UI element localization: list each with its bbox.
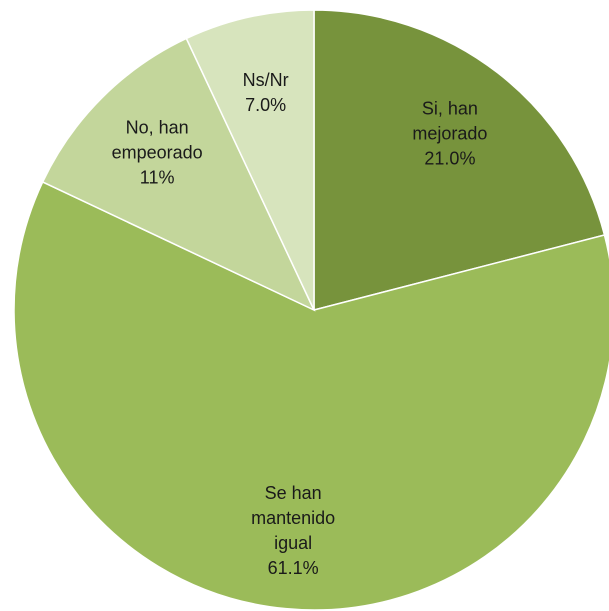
value-label: 61.1% (267, 558, 319, 579)
data-label: Si, han mejorado 21.0% (398, 97, 502, 172)
pie-slice (13, 180, 609, 611)
data-label: Ns/Nr 7.0% (214, 68, 318, 118)
category-label: Si, han mejorado (412, 98, 488, 144)
data-label: Se han mantenido igual 61.1% (241, 481, 345, 581)
pie-slice (313, 9, 606, 311)
value-label: 11% (139, 167, 175, 188)
category-label: Se han mantenido igual (251, 483, 336, 554)
category-label: No, han empeorado (111, 117, 203, 163)
value-label: 7.0% (245, 95, 287, 116)
category-label: Ns/Nr (242, 70, 289, 91)
data-label: No, han empeorado 11% (105, 115, 209, 190)
value-label: 21.0% (424, 148, 476, 169)
pie-slice (185, 9, 315, 311)
pie-slice (41, 37, 316, 312)
